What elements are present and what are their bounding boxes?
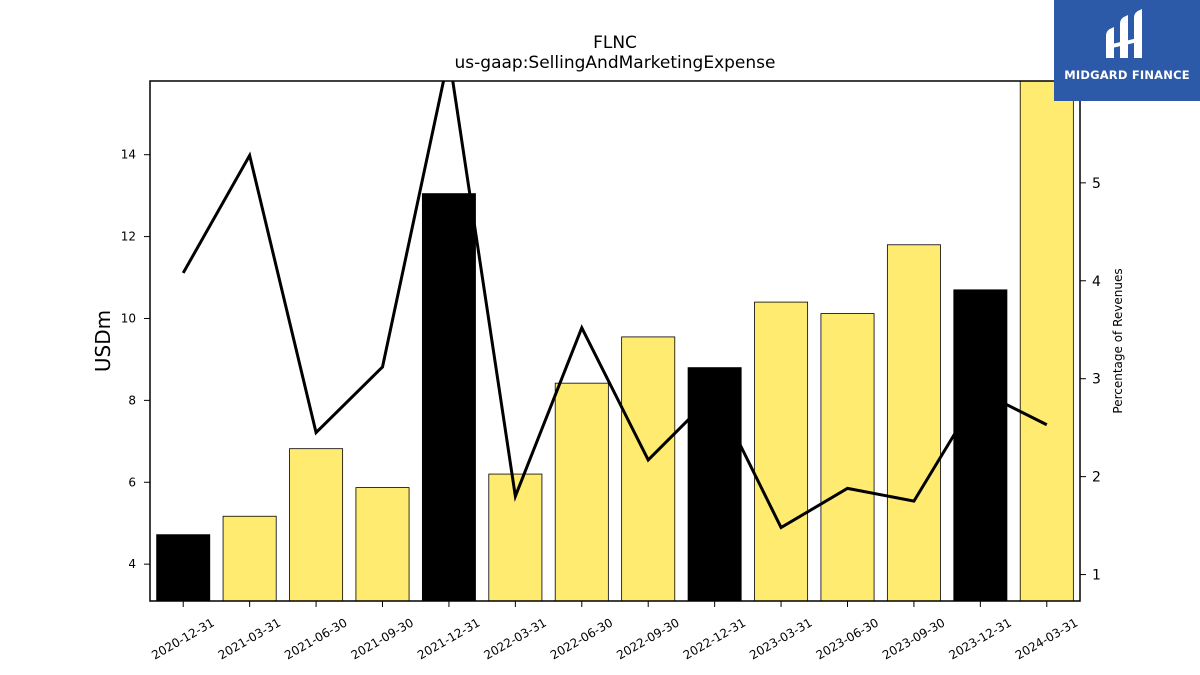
logo: MIDGARD FINANCE [1054,0,1200,101]
x-axis: 2020-12-31 2021-03-31 2021-06-30 2021-09-30… [149,601,1080,662]
x-tick-label: 2023-03-31 [747,615,814,662]
bar-2022-12-31 [687,367,742,602]
x-tick-label: 2022-12-31 [681,615,748,662]
bar-2023-03-31 [754,301,809,602]
x-tick-label: 2021-03-31 [216,615,283,662]
y2-tick-label: 5 [1092,176,1101,192]
chart-subtitle: us-gaap:SellingAndMarketingExpense [455,53,776,73]
x-tick-label: 2021-12-31 [415,615,482,662]
bar-2023-12-31 [953,289,1008,602]
x-tick-label: 2022-03-31 [481,615,548,662]
y2-tick-label: 2 [1092,470,1101,486]
x-tick-label: 2020-12-31 [149,615,216,662]
x-tick-label: 2021-09-30 [349,615,416,662]
bar-2021-09-30 [355,487,410,602]
bar-2021-03-31 [222,515,277,602]
y2-tick-label: 3 [1092,372,1101,388]
plot-frame [149,80,1081,602]
bar-2021-12-31 [421,193,476,602]
x-tick-label: 2023-06-30 [814,615,881,662]
bar-2022-09-30 [621,336,676,602]
x-tick-label: 2023-12-31 [946,615,1013,662]
bar-2023-06-30 [820,313,875,602]
y-axis-label: USDm [91,310,115,372]
bar-2020-12-31 [156,534,211,602]
x-tick-label: 2022-09-30 [614,615,681,662]
y-tick-label: 12 [121,230,136,244]
bar-2021-06-30 [289,448,344,602]
y2-tick-label: 4 [1092,274,1101,290]
chart-title: FLNC [593,33,637,53]
logo-mark-icon [1106,9,1142,58]
bar-2023-09-30 [886,244,941,602]
x-tick-label: 2024-03-31 [1013,615,1080,662]
x-tick-label: 2023-09-30 [880,615,947,662]
x-tick-label: 2021-06-30 [282,615,349,662]
y-tick-label: 10 [121,311,136,325]
line-series-percentage [181,81,1048,530]
y-tick-label: 6 [128,475,136,489]
y-tick-label: 14 [121,148,136,162]
y2-tick-label: 1 [1092,568,1101,584]
bar-2022-06-30 [554,382,609,602]
y2-axis-label: Percentage of Revenues [1111,268,1125,413]
bar-2024-03-31 [1019,80,1074,602]
line-group [181,81,1048,530]
y-tick-label: 8 [128,393,136,407]
x-tick-label: 2022-06-30 [548,615,615,662]
y-axis-right: 1 2 3 4 5 [1080,176,1101,584]
y-tick-label: 4 [128,557,136,571]
logo-text: MIDGARD FINANCE [1064,68,1190,82]
y-axis-left: 4 6 8 10 12 14 [121,148,150,571]
